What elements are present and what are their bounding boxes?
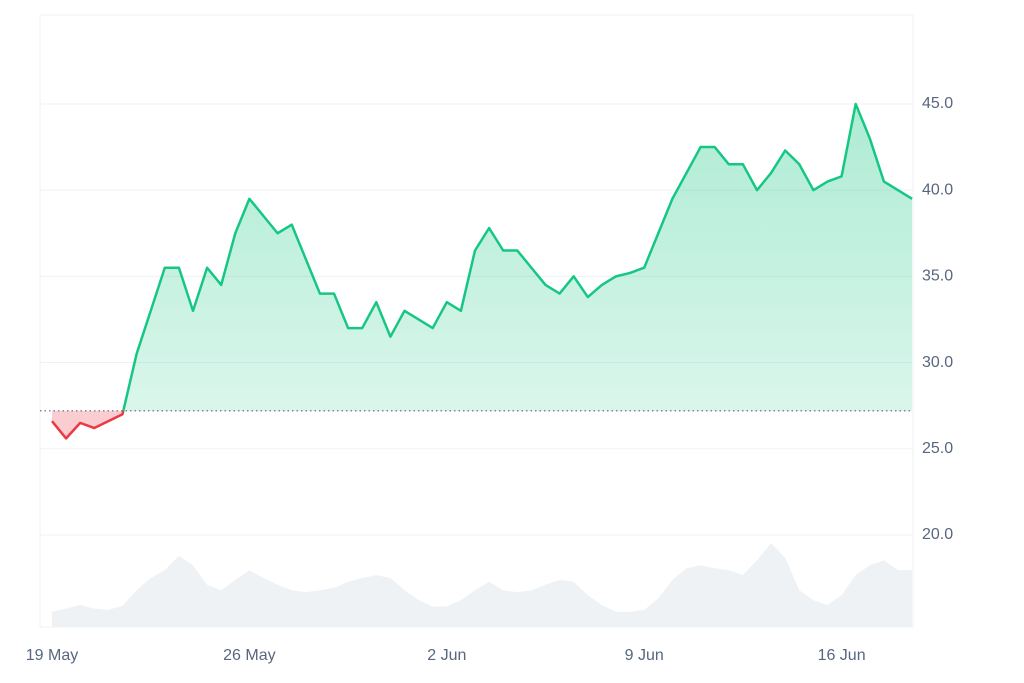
- y-tick-label: 35.0: [922, 268, 953, 285]
- x-tick-label: 26 May: [223, 647, 275, 664]
- y-tick-label: 30.0: [922, 354, 953, 371]
- price-line: [51, 102, 913, 440]
- y-tick-label: 25.0: [922, 440, 953, 457]
- y-tick-label: 45.0: [922, 95, 953, 112]
- y-tick-label: 40.0: [922, 181, 953, 198]
- x-tick-label: 9 Jun: [625, 647, 664, 664]
- area-up: [123, 103, 913, 411]
- x-tick-label: 2 Jun: [427, 647, 466, 664]
- x-tick-label: 19 May: [26, 647, 78, 664]
- y-tick-label: 20.0: [922, 526, 953, 543]
- volume-area: [52, 543, 913, 627]
- x-tick-label: 16 Jun: [818, 647, 866, 664]
